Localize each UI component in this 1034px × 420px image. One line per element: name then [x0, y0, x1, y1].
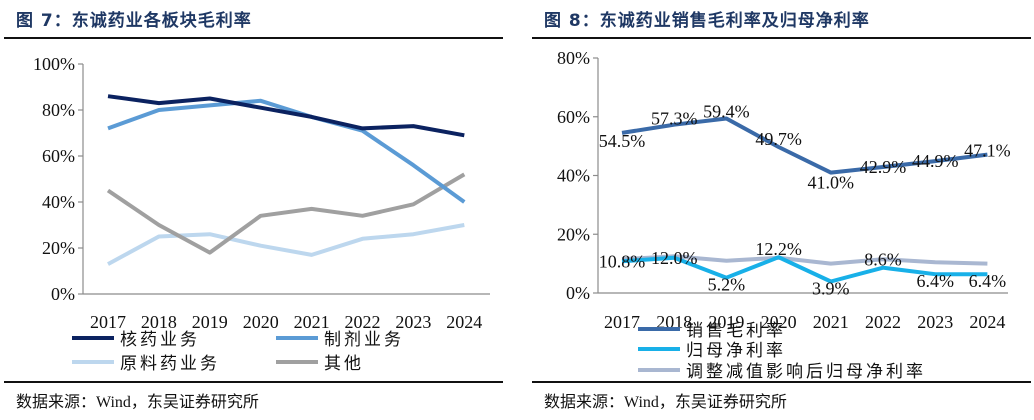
- data-label: 42.9%: [860, 157, 907, 177]
- x-tick-label: 2022: [345, 312, 381, 332]
- title-rule: [4, 37, 503, 39]
- legend-label: 其他: [324, 354, 364, 373]
- source-rule: [532, 381, 1031, 383]
- legend-label: 制剂业务: [324, 330, 404, 349]
- data-label: 44.9%: [912, 151, 959, 171]
- series-line-series-0: [621, 116, 988, 175]
- data-label: 12.2%: [755, 239, 802, 259]
- y-tick-label: 80%: [557, 48, 590, 68]
- data-label: 57.3%: [651, 109, 698, 129]
- figure-8-label: 图 8：: [544, 11, 600, 31]
- figure-8-panel: 图 8：东诚药业销售毛利率及归母净利率 0% 20% 40% 60% 80% 2017 20…: [522, 0, 1034, 420]
- x-tick-label: 2019: [192, 312, 228, 332]
- x-tick-label: 2024: [446, 312, 482, 332]
- x-tick-label: 2022: [865, 312, 901, 332]
- series-line-series-3: [106, 172, 466, 255]
- series-line-series-1: [107, 98, 466, 204]
- x-tick-label: 2018: [141, 312, 177, 332]
- data-label: 8.6%: [864, 250, 902, 270]
- x-tick-label: 2020: [243, 312, 279, 332]
- data-label: 10.8%: [599, 251, 646, 271]
- data-label: 6.4%: [916, 271, 954, 291]
- figure-7-panel: 图 7：东诚药业各板块毛利率 0% 20% 40% 60% 80% 100% 2017 201…: [0, 0, 512, 420]
- y-tick-label: 40%: [557, 166, 590, 186]
- source-note: 数据来源：Wind，东吴证券研究所: [544, 394, 787, 411]
- x-tick-label: 2023: [917, 312, 953, 332]
- legend-label: 原料药业务: [120, 354, 220, 373]
- title-rule: [532, 37, 1031, 39]
- y-tick-label: 100%: [33, 54, 75, 74]
- x-tick-label: 2023: [395, 312, 431, 332]
- figure-7-title: 图 7：东诚药业各板块毛利率: [16, 6, 252, 31]
- series-line-series-0: [107, 94, 465, 138]
- x-tick-label: 2017: [604, 312, 640, 332]
- series-line-series-2: [621, 254, 988, 266]
- data-label: 59.4%: [703, 102, 750, 122]
- data-label: 54.5%: [599, 131, 646, 151]
- y-tick-label: 20%: [42, 238, 75, 258]
- y-tick-label: 0%: [51, 284, 75, 304]
- data-label: 41.0%: [808, 173, 855, 193]
- source-note: 数据来源：Wind，东吴证券研究所: [16, 394, 259, 411]
- legend-label: 归母净利率: [686, 341, 786, 360]
- x-tick-label: 2019: [708, 312, 744, 332]
- figure-7-label: 图 7：: [16, 11, 72, 31]
- data-label: 6.4%: [969, 271, 1007, 291]
- gross-and-net-margin-chart: 0%20%40%60%80%2017 2018 2019 2020 2021 2022 20…: [557, 48, 1011, 380]
- legend-label: 核药业务: [120, 330, 200, 349]
- series-line-series-2: [107, 223, 465, 266]
- data-label: 49.7%: [755, 129, 802, 149]
- legend-label: 销售毛利率: [686, 321, 786, 340]
- x-tick-label: 2021: [813, 312, 849, 332]
- x-tick-label: 2017: [90, 312, 126, 332]
- x-tick-label: 2024: [969, 312, 1005, 332]
- data-label: 5.2%: [708, 275, 746, 295]
- y-tick-label: 0%: [566, 283, 590, 303]
- y-tick-label: 40%: [42, 192, 75, 212]
- y-tick-label: 60%: [557, 107, 590, 127]
- data-label: 3.9%: [812, 279, 850, 299]
- y-tick-label: 60%: [42, 146, 75, 166]
- legend-label: 调整减值影响后归母净利率: [686, 362, 926, 380]
- figure-8-title: 图 8：东诚药业销售毛利率及归母净利率: [544, 6, 870, 31]
- figure-7-title-text: 东诚药业各板块毛利率: [71, 11, 252, 31]
- gross-margin-by-segment-chart: 0% 20% 40% 60% 80% 100% 2017 2018 2019 2020 2021 20…: [33, 54, 490, 373]
- x-tick-label: 2020: [761, 312, 797, 332]
- y-tick-label: 80%: [42, 100, 75, 120]
- x-tick-label: 2021: [294, 312, 330, 332]
- data-label: 12.0%: [651, 248, 698, 268]
- series-line-series-1: [621, 255, 988, 284]
- figure-8-title-text: 东诚药业销售毛利率及归母净利率: [599, 11, 870, 31]
- y-tick-label: 20%: [557, 224, 590, 244]
- source-rule: [4, 381, 503, 383]
- data-label: 47.1%: [964, 141, 1011, 161]
